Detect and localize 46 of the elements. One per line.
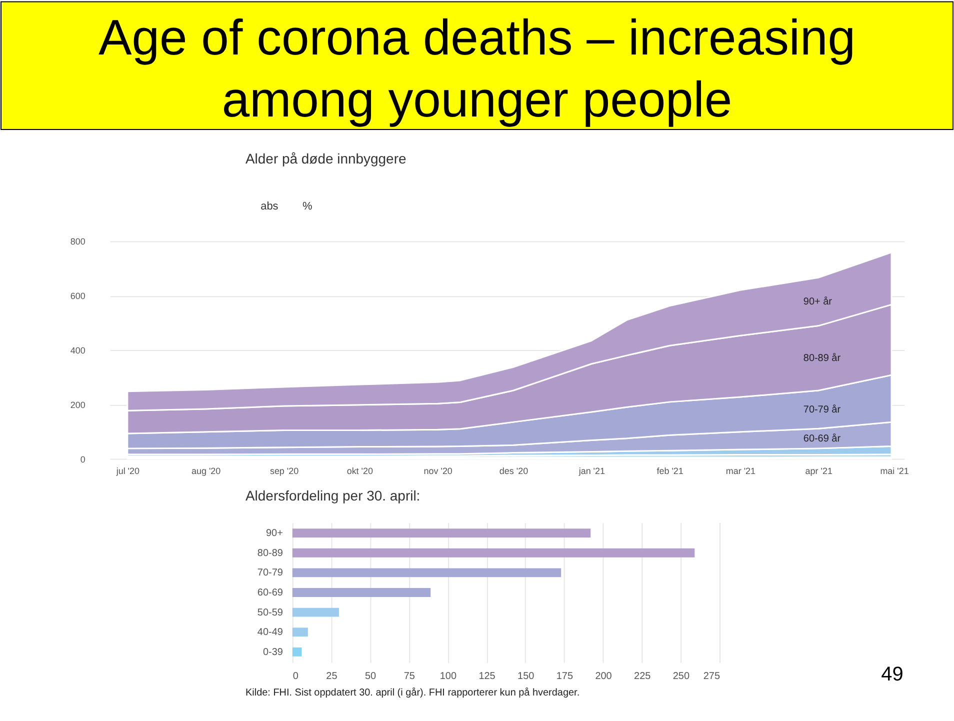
x-tick-label: sep '20 (270, 466, 299, 476)
x-tick-label: 200 (595, 670, 612, 682)
x-tick-label: aug '20 (192, 466, 221, 476)
x-tick-label: 100 (440, 670, 457, 682)
chart-title: Aldersfordeling per 30. april: (245, 488, 420, 504)
x-tick-label: 225 (634, 670, 652, 682)
y-tick-label: 800 (70, 236, 86, 247)
x-tick-label: 0 (292, 670, 299, 682)
x-tick-label: des '20 (499, 466, 528, 476)
x-tick-label: 75 (404, 670, 416, 682)
text: abs (260, 200, 279, 212)
x-tick-label: 25 (326, 670, 338, 682)
series-label: 80-89 år (803, 352, 842, 364)
y-tick-label: 60-69 (257, 587, 284, 598)
y-tick-label: 70-79 (257, 568, 284, 579)
text: % (302, 200, 312, 212)
x-tick-label: 175 (556, 670, 574, 682)
x-tick-label: 50 (364, 670, 377, 682)
x-tick-label: mar '21 (726, 466, 756, 476)
text: Kilde: FHI. Sist oppdatert 30. april (i går). FHI rapporterer kun på hverdager. (245, 686, 580, 698)
x-tick-label: mai '21 (880, 466, 909, 476)
y-tick-label: 200 (70, 400, 86, 410)
x-tick-label: apr '21 (805, 466, 832, 476)
x-tick-label: 125 (478, 670, 496, 682)
y-tick-label: 400 (70, 345, 86, 356)
y-tick-label: 40-49 (257, 627, 284, 638)
y-tick-label: 50-59 (257, 607, 284, 618)
series-label: 60-69 år (803, 432, 842, 445)
chart-title: Age of corona deaths – increasing among younger people (98, 10, 856, 128)
x-tick-label: jul '20 (115, 466, 140, 476)
x-tick-label: feb '21 (656, 466, 684, 476)
x-tick-label: jan '21 (578, 466, 605, 476)
y-tick-label: 80-89 (257, 548, 284, 559)
y-tick-label: 0 (80, 454, 86, 464)
y-tick-label: 90+ (266, 528, 284, 540)
y-tick-label: 600 (70, 291, 86, 302)
x-tick-label: 275 (703, 670, 720, 682)
x-tick-label: nov '20 (424, 466, 452, 476)
text: 49 (881, 663, 904, 686)
series-label: 70-79 år (803, 404, 842, 416)
x-tick-label: 250 (672, 670, 690, 682)
y-tick-label: 0-39 (262, 646, 284, 658)
x-tick-label: okt '20 (346, 466, 373, 476)
chart-subtitle: Alder på døde innbyggere (245, 150, 406, 166)
x-tick-label: 150 (518, 670, 535, 682)
series-label: 90+ år (803, 296, 833, 308)
